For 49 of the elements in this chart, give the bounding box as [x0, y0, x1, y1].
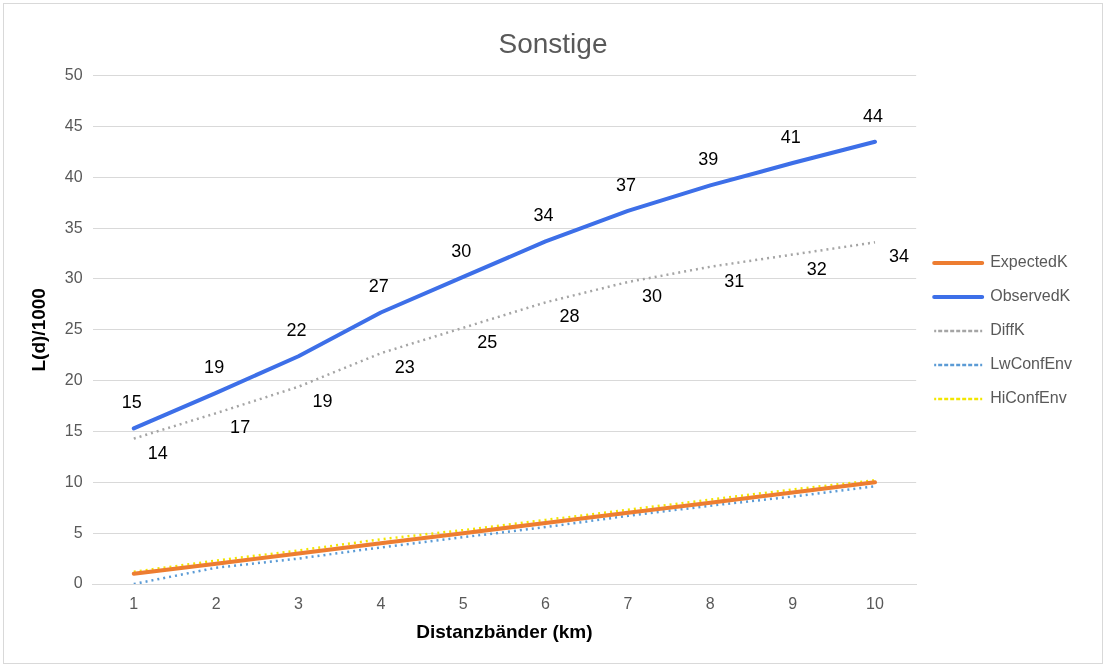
x-tick-label: 5	[458, 595, 468, 613]
x-tick-label: 8	[705, 595, 715, 613]
y-tick-label: 30	[64, 269, 83, 287]
y-tick-label: 10	[64, 472, 83, 490]
legend-label: DiffK	[990, 321, 1025, 339]
data-label: 19	[204, 356, 225, 377]
x-tick-label: 2	[211, 595, 221, 613]
y-tick-label: 5	[73, 523, 83, 541]
data-label: 22	[286, 320, 307, 341]
data-label: 17	[230, 417, 251, 438]
data-label: 23	[394, 357, 415, 378]
data-label: 19	[312, 390, 333, 411]
legend-label: ExpectedK	[990, 253, 1068, 271]
data-label: 31	[724, 270, 745, 291]
data-label: 30	[641, 285, 662, 306]
x-tick-label: 9	[788, 595, 798, 613]
y-tick-label: 20	[64, 371, 83, 389]
x-tick-label: 1	[129, 595, 139, 613]
chart-title: Sonstige	[498, 27, 608, 59]
data-label: 34	[888, 246, 910, 267]
legend-label: LwConfEnv	[990, 355, 1073, 373]
data-label: 15	[121, 392, 142, 413]
legend-label: ObservedK	[990, 287, 1071, 305]
data-label: 14	[147, 442, 168, 463]
data-label: 30	[451, 240, 472, 261]
data-label: 37	[615, 174, 636, 195]
data-label: 32	[806, 258, 827, 279]
data-label: 41	[780, 127, 801, 148]
y-axis-title: L(d)/1000	[27, 288, 49, 372]
y-tick-label: 35	[64, 218, 83, 236]
x-tick-label: 4	[376, 595, 386, 613]
data-label: 28	[559, 306, 580, 327]
y-tick-label: 15	[64, 421, 83, 439]
data-label: 39	[698, 149, 719, 170]
y-tick-label: 50	[64, 66, 83, 84]
x-tick-label: 3	[294, 595, 304, 613]
data-label: 27	[368, 276, 389, 297]
x-axis-title: Distanzbänder (km)	[416, 620, 593, 642]
data-label: 34	[533, 205, 554, 226]
legend-label: HiConfEnv	[990, 389, 1067, 407]
y-tick-label: 45	[64, 116, 83, 134]
data-label: 44	[862, 105, 884, 126]
x-tick-label: 7	[623, 595, 633, 613]
y-tick-label: 0	[73, 574, 83, 592]
x-tick-label: 10	[866, 595, 884, 613]
y-tick-label: 40	[64, 167, 83, 185]
y-tick-label: 25	[64, 320, 83, 338]
x-tick-label: 6	[541, 595, 551, 613]
data-label: 25	[477, 331, 498, 352]
